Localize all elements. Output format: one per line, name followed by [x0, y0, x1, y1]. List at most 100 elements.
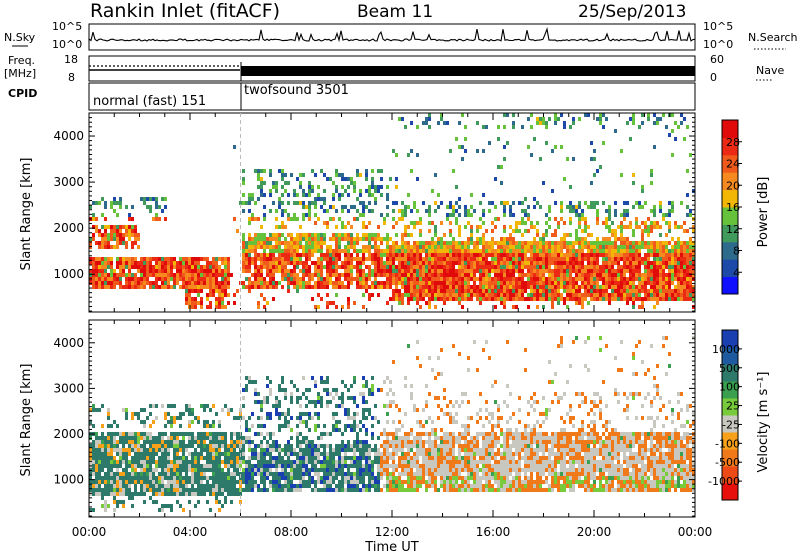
velocity-echo-cell: [137, 464, 140, 468]
power-echo-cell: [314, 213, 317, 217]
power-echo-cell: [287, 241, 290, 245]
power-echo-cell: [620, 289, 623, 293]
power-echo-cell: [164, 281, 167, 285]
power-echo-cell: [554, 289, 557, 293]
power-echo-cell: [305, 193, 308, 197]
power-echo-cell: [434, 265, 437, 269]
power-echo-cell: [542, 305, 545, 309]
power-echo-cell: [317, 249, 320, 253]
power-echo-cell: [605, 249, 608, 253]
velocity-echo-cell: [287, 460, 290, 464]
power-echo-cell: [152, 257, 155, 261]
velocity-echo-cell: [167, 472, 170, 476]
power-echo-cell: [557, 269, 560, 273]
power-echo-cell: [461, 297, 464, 301]
power-echo-cell: [467, 273, 470, 277]
velocity-echo-cell: [266, 464, 269, 468]
power-echo-cell: [674, 257, 677, 261]
velocity-echo-cell: [140, 488, 143, 492]
velocity-echo-cell: [116, 504, 119, 508]
velocity-echo-cell: [233, 492, 236, 496]
velocity-echo-cell: [356, 472, 359, 476]
power-echo-cell: [620, 273, 623, 277]
velocity-echo-cell: [260, 408, 263, 412]
power-echo-cell: [434, 277, 437, 281]
power-echo-cell: [155, 265, 158, 269]
power-echo-cell: [347, 237, 350, 241]
power-echo-cell: [464, 249, 467, 253]
velocity-echo-cell: [146, 440, 149, 444]
velocity-echo-cell: [239, 456, 242, 460]
power-echo-cell: [374, 257, 377, 261]
power-echo-cell: [614, 249, 617, 253]
velocity-echo-cell: [116, 488, 119, 492]
power-echo-cell: [563, 257, 566, 261]
power-echo-cell: [365, 233, 368, 237]
power-echo-cell: [626, 121, 629, 125]
power-echo-cell: [173, 273, 176, 277]
power-echo-cell: [650, 269, 653, 273]
power-echo-cell: [461, 249, 464, 253]
power-echo-cell: [602, 241, 605, 245]
power-echo-cell: [329, 277, 332, 281]
power-echo-cell: [518, 265, 521, 269]
velocity-echo-cell: [188, 424, 191, 428]
power-echo-cell: [143, 277, 146, 281]
power-echo-cell: [434, 253, 437, 257]
power-echo-cell: [659, 253, 662, 257]
power-echo-cell: [329, 245, 332, 249]
power-echo-cell: [281, 265, 284, 269]
power-echo-cell: [671, 129, 674, 133]
power-echo-cell: [128, 273, 131, 277]
velocity-echo-cell: [140, 432, 143, 436]
power-echo-cell: [590, 201, 593, 205]
power-echo-cell: [293, 217, 296, 221]
power-echo-cell: [374, 201, 377, 205]
power-echo-cell: [299, 257, 302, 261]
power-echo-cell: [602, 285, 605, 289]
power-echo-cell: [431, 289, 434, 293]
velocity-echo-cell: [173, 416, 176, 420]
power-echo-cell: [401, 217, 404, 221]
power-echo-cell: [278, 225, 281, 229]
power-echo-cell: [299, 185, 302, 189]
velocity-echo-cell: [113, 456, 116, 460]
power-echo-cell: [569, 285, 572, 289]
power-echo-cell: [686, 169, 689, 173]
power-echo-cell: [371, 169, 374, 173]
power-echo-cell: [458, 301, 461, 305]
velocity-echo-cell: [347, 424, 350, 428]
power-echo-cell: [692, 297, 695, 301]
velocity-echo-cell: [158, 488, 161, 492]
power-echo-cell: [257, 237, 260, 241]
power-echo-cell: [140, 265, 143, 269]
velocity-echo-cell: [347, 476, 350, 480]
power-echo-cell: [527, 277, 530, 281]
power-echo-cell: [419, 293, 422, 297]
velocity-echo-cell: [356, 436, 359, 440]
velocity-echo-cell: [263, 468, 266, 472]
power-echo-cell: [548, 225, 551, 229]
velocity-echo-cell: [311, 488, 314, 492]
velocity-echo-cell: [224, 476, 227, 480]
velocity-echo-cell: [101, 460, 104, 464]
power-echo-cell: [428, 245, 431, 249]
velocity-echo-cell: [101, 404, 104, 408]
power-echo-cell: [452, 289, 455, 293]
velocity-echo-cell: [251, 484, 254, 488]
power-echo-cell: [653, 221, 656, 225]
velocity-echo-cell: [230, 476, 233, 480]
power-echo-cell: [137, 285, 140, 289]
power-echo-cell: [302, 173, 305, 177]
power-echo-cell: [470, 269, 473, 273]
power-echo-cell: [560, 261, 563, 265]
power-echo-cell: [563, 285, 566, 289]
power-colorbar-tick-0: 28: [726, 136, 740, 149]
power-echo-cell: [596, 297, 599, 301]
power-echo-cell: [524, 289, 527, 293]
power-echo-cell: [437, 293, 440, 297]
velocity-echo-cell: [317, 444, 320, 448]
power-echo-cell: [563, 245, 566, 249]
power-echo-cell: [587, 269, 590, 273]
power-echo-cell: [560, 285, 563, 289]
